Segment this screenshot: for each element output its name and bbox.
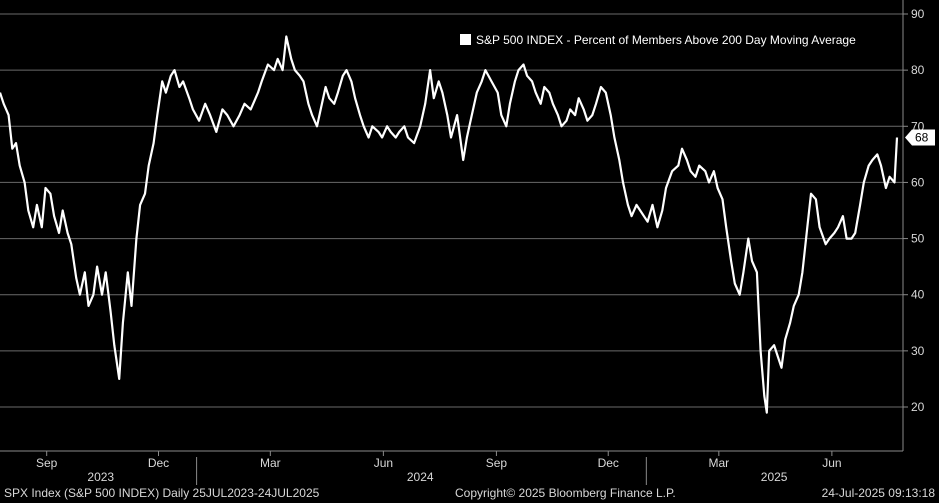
last-value-tag (905, 129, 935, 146)
y-tick-label-30: 30 (911, 344, 925, 358)
year-separators (196, 457, 647, 485)
footer-security-info: SPX Index (S&P 500 INDEX) Daily 25JUL202… (4, 486, 320, 500)
chart-gridlines (0, 13, 903, 408)
footer-copyright: Copyright© 2025 Bloomberg Finance L.P. (455, 486, 676, 500)
x-tick-label-dec-5: Dec (598, 456, 619, 470)
year-label-2024: 2024 (407, 470, 434, 484)
x-tick-label-dec-1: Dec (148, 456, 169, 470)
footer-timestamp: 24-Jul-2025 09:13:18 (821, 486, 935, 500)
y-tick-label-40: 40 (911, 288, 925, 302)
y-tick-label-60: 60 (911, 175, 925, 189)
last-value-label: 68 (915, 131, 929, 145)
series-line (0, 35, 899, 414)
x-tick-label-sep-4: Sep (486, 456, 508, 470)
x-tick-label-jun-7: Jun (822, 456, 841, 470)
y-tick-label-50: 50 (911, 232, 925, 246)
legend-entry: S&P 500 INDEX - Percent of Members Above… (476, 33, 856, 47)
year-label-2023: 2023 (87, 470, 114, 484)
y-tick-label-20: 20 (911, 400, 925, 414)
x-tick-label-jun-3: Jun (374, 456, 393, 470)
x-tick-label-mar-2: Mar (260, 456, 281, 470)
x-axis: Sep Dec Mar Jun Sep Dec Mar Jun 2023 2024 2025 (36, 451, 842, 484)
legend-swatch (460, 34, 471, 45)
year-label-2025: 2025 (761, 470, 788, 484)
y-tick-label-90: 90 (911, 7, 925, 21)
chart-legend: S&P 500 INDEX - Percent of Members Above… (452, 27, 900, 53)
legend-background (452, 27, 900, 53)
x-tick-label-sep-0: Sep (36, 456, 58, 470)
y-tick-label-80: 80 (911, 63, 925, 77)
last-value-marker: 68 (905, 129, 935, 146)
x-tick-label-mar-6: Mar (708, 456, 729, 470)
